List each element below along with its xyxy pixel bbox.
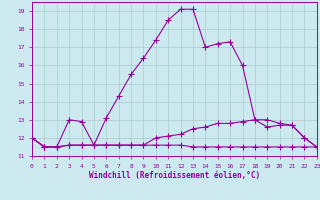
X-axis label: Windchill (Refroidissement éolien,°C): Windchill (Refroidissement éolien,°C) xyxy=(89,171,260,180)
